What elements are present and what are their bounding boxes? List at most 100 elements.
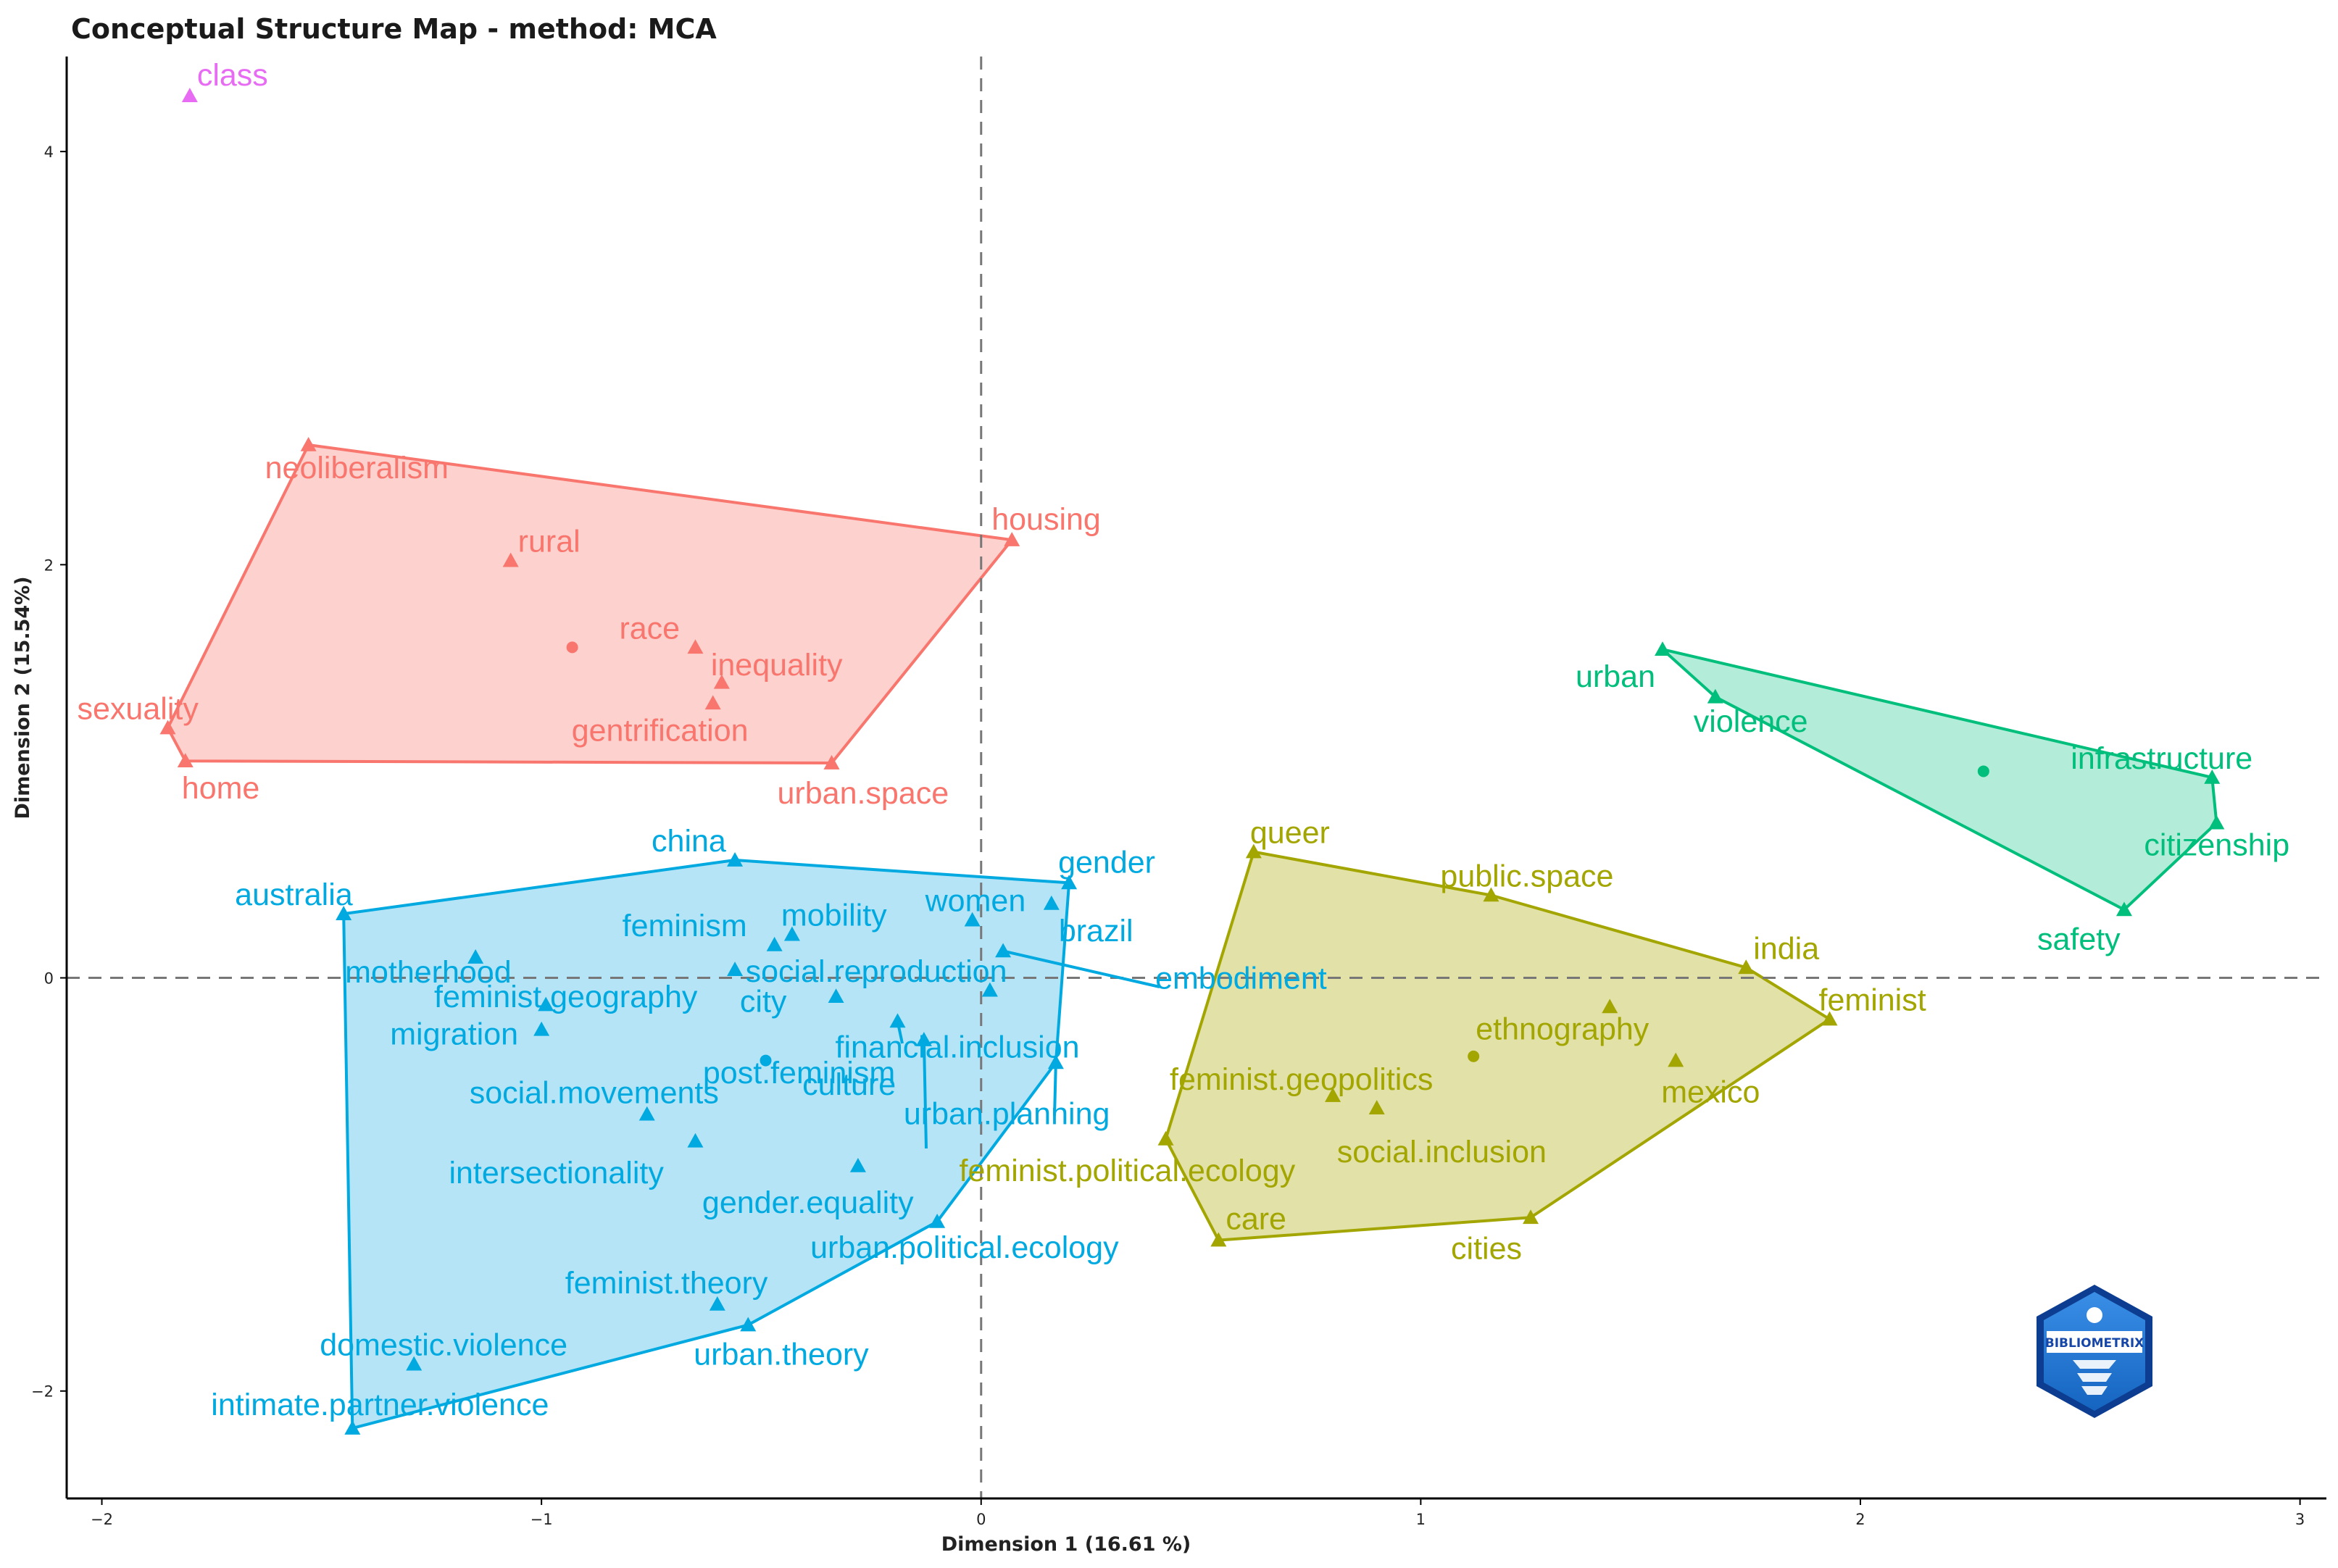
label-leader-line (1053, 1062, 1057, 1117)
label-sexuality: sexuality (78, 692, 199, 727)
point-urban-political-ecology (929, 1213, 946, 1228)
point-brazil (1043, 895, 1060, 910)
point-motherhood (467, 949, 484, 964)
cluster-hulls (166, 443, 2218, 1430)
point-care (1210, 1232, 1227, 1247)
label-brazil: brazil (1059, 914, 1133, 948)
point-intimate-partner-violence (344, 1420, 361, 1435)
point-safety (2116, 901, 2132, 917)
point-gentrification (704, 695, 721, 710)
label-urban-political-ecology: urban.political.ecology (810, 1230, 1119, 1265)
label-feminist-geography: feminist.geography (434, 980, 698, 1014)
label-social-inclusion: social.inclusion (1337, 1135, 1547, 1169)
label-leader-line (896, 1021, 904, 1044)
y-axis-title: Dimension 2 (15.54%) (12, 576, 34, 819)
label-feminism: feminism (623, 909, 747, 943)
label-motherhood: motherhood (345, 955, 511, 990)
label-china: china (652, 824, 726, 859)
label-gender-equality: gender.equality (702, 1185, 914, 1220)
label-financial-inclusion: financial.inclusion (836, 1030, 1080, 1064)
point-mexico (1668, 1052, 1684, 1067)
point-ethnography (1602, 998, 1618, 1014)
x-tick-label: −1 (531, 1511, 553, 1528)
x-tick-label: 0 (976, 1511, 986, 1528)
label-housing: housing (991, 502, 1101, 537)
cluster-2-hull (342, 859, 1071, 1430)
point-city (981, 982, 998, 997)
point-housing (1004, 532, 1020, 546)
label-public-space: public.space (1440, 859, 1613, 894)
point-social-inclusion (1368, 1100, 1385, 1114)
point-feminist-geography (727, 962, 744, 976)
bibliometrix-logo-icon: BIBLIOMETRIX (2037, 1285, 2152, 1418)
point-urban-space (823, 755, 840, 770)
label-india: india (1753, 931, 1819, 966)
point-mobility (783, 926, 800, 941)
chart-title: Conceptual Structure Map - method: MCA (71, 13, 717, 45)
point-neoliberalism (300, 436, 317, 451)
label-feminist-political-ecology: feminist.political.ecology (960, 1154, 1296, 1188)
x-tick-label: 2 (1855, 1511, 1865, 1528)
point-labels: neoliberalism rural housing race inequality g… (78, 58, 2290, 1422)
point-post-feminism (915, 1032, 932, 1046)
point-culture (533, 1021, 550, 1036)
point-cities (1523, 1209, 1539, 1225)
label-ethnography: ethnography (1476, 1012, 1650, 1046)
y-tick-label: 2 (44, 556, 54, 574)
x-tick-label: 1 (1416, 1511, 1426, 1528)
cluster-2-centroid (760, 1054, 772, 1067)
reference-lines (67, 57, 2326, 1498)
y-tick-label: 0 (44, 970, 54, 988)
label-domestic-violence: domestic.violence (320, 1328, 567, 1363)
point-urban-theory (740, 1317, 757, 1332)
cluster-4-centroid (1977, 765, 1989, 777)
label-intersectionality: intersectionality (449, 1156, 664, 1190)
axes: −2 −1 0 1 2 3 −2 0 2 4 (31, 57, 2326, 1528)
point-migration (538, 996, 554, 1012)
label-home: home (182, 771, 260, 806)
label-leader-line (922, 1040, 928, 1149)
point-citizenship (2208, 814, 2225, 830)
point-infrastructure (2204, 770, 2221, 784)
point-queer (1245, 843, 1262, 859)
label-social-reproduction: social.reproduction (746, 954, 1007, 989)
cluster-3-centroid (1468, 1050, 1480, 1062)
label-intimate-partner-violence: intimate.partner.violence (211, 1388, 549, 1422)
point-india (1738, 959, 1755, 975)
point-gender-equality (849, 1157, 866, 1172)
label-citizenship: citizenship (2144, 828, 2289, 863)
label-gentrification: gentrification (572, 713, 749, 748)
label-gender: gender (1058, 845, 1155, 880)
label-urban: urban (1576, 659, 1655, 694)
label-feminist: feminist (1819, 983, 1926, 1018)
x-tick-label: −2 (91, 1511, 113, 1528)
label-culture: culture (802, 1067, 896, 1102)
point-urban (1655, 641, 1671, 656)
point-inequality (713, 674, 730, 689)
label-urban-space: urban.space (778, 776, 949, 811)
y-tick-label: 4 (44, 143, 54, 161)
label-care: care (1226, 1202, 1286, 1237)
label-race: race (619, 611, 680, 646)
point-sexuality (159, 720, 176, 735)
label-feminist-theory: feminist.theory (565, 1266, 768, 1301)
label-inequality: inequality (711, 648, 843, 683)
point-feminist-theory (709, 1296, 725, 1311)
label-social-movements: social.movements (470, 1076, 719, 1111)
point-violence (1707, 688, 1723, 704)
point-gender (1061, 875, 1078, 890)
point-social-movements (638, 1106, 655, 1121)
label-class: class (197, 58, 268, 93)
label-australia: australia (235, 877, 353, 912)
cluster-3-hull (1164, 850, 1831, 1242)
label-city: city (740, 985, 787, 1019)
point-race (687, 639, 704, 654)
label-post-feminism: post.feminism (703, 1056, 895, 1090)
label-mexico: mexico (1661, 1075, 1760, 1110)
point-class (181, 88, 198, 102)
label-violence: violence (1694, 704, 1808, 739)
point-feminism (766, 936, 783, 951)
point-feminist (1821, 1011, 1838, 1026)
label-safety: safety (2037, 922, 2121, 956)
